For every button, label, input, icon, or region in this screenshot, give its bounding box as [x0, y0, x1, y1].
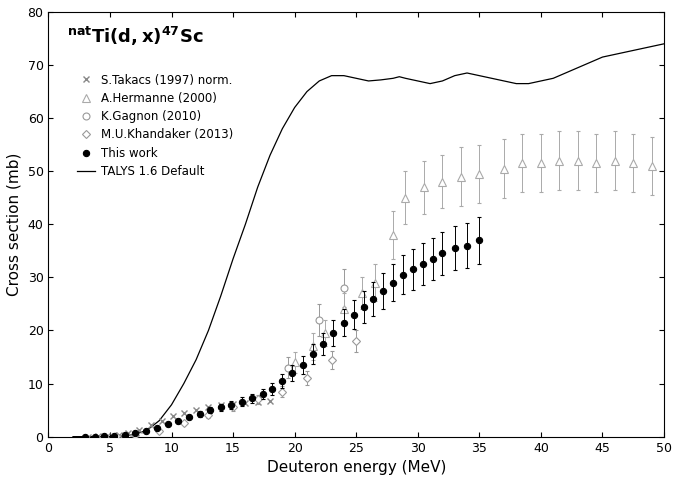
Y-axis label: Cross section (mb): Cross section (mb) — [7, 153, 22, 296]
Legend: S.Takacs (1997) norm., A.Hermanne (2000), K.Gagnon (2010), M.U.Khandaker (2013),: S.Takacs (1997) norm., A.Hermanne (2000)… — [73, 69, 238, 183]
Text: $^{\mathbf{nat}}$$\mathbf{Ti(d,x)}$$^{\mathbf{47}}$$\mathbf{Sc}$: $^{\mathbf{nat}}$$\mathbf{Ti(d,x)}$$^{\m… — [67, 25, 203, 48]
X-axis label: Deuteron energy (MeV): Deuteron energy (MeV) — [267, 460, 446, 475]
